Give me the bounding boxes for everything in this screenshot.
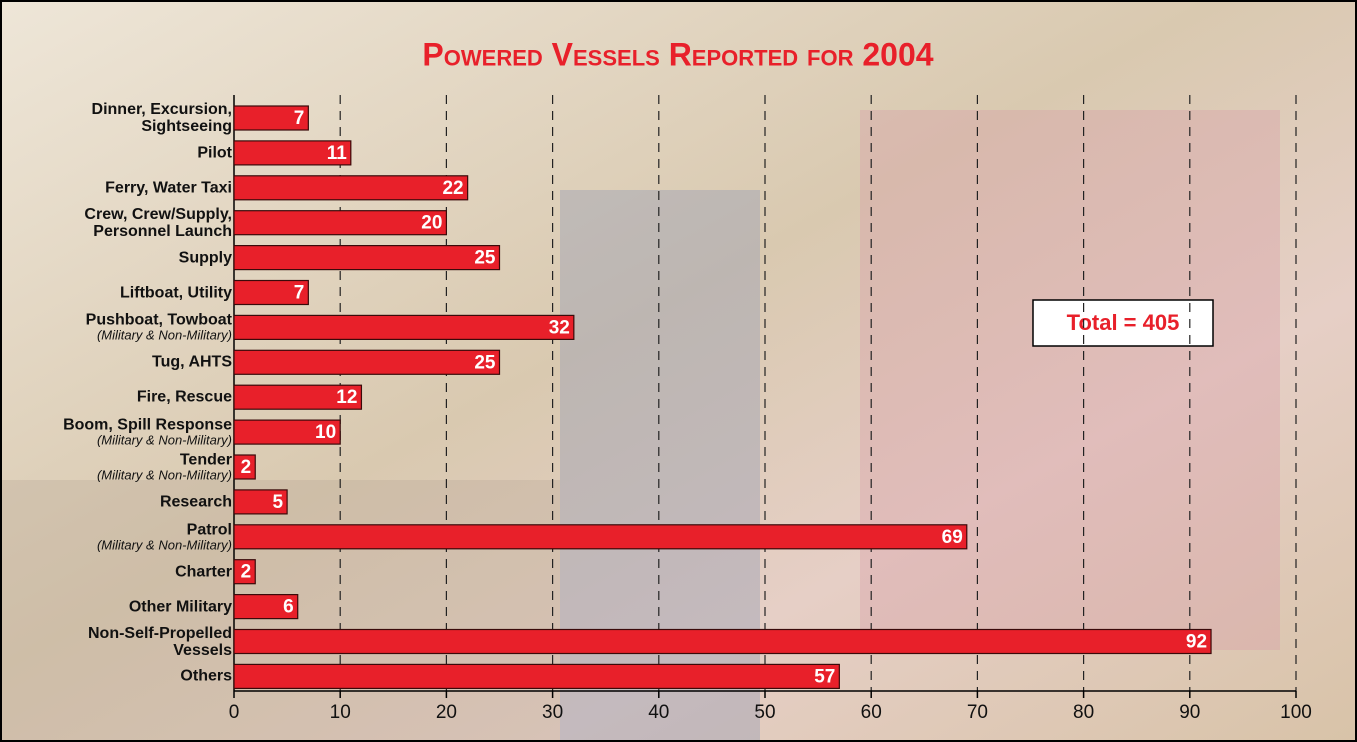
value-label: 32 xyxy=(549,317,570,338)
photo-figure xyxy=(560,190,760,742)
x-tick-label: 100 xyxy=(1280,702,1312,723)
value-label: 25 xyxy=(474,352,496,373)
category-name: Patrol xyxy=(32,521,232,538)
value-label: 12 xyxy=(336,387,357,408)
category-label: Others xyxy=(32,668,232,685)
value-label: 69 xyxy=(942,527,963,548)
category-note: (Military & Non-Military) xyxy=(32,538,232,552)
category-label: Pushboat, Towboat(Military & Non-Militar… xyxy=(32,312,232,343)
x-tick-label: 30 xyxy=(542,702,563,723)
category-name: Non-Self-Propelled Vessels xyxy=(32,625,232,659)
category-label: Non-Self-Propelled Vessels xyxy=(32,625,232,659)
value-label: 6 xyxy=(283,597,294,618)
value-label: 22 xyxy=(442,178,463,199)
x-tick-label: 0 xyxy=(229,702,240,723)
value-label: 2 xyxy=(241,562,252,583)
category-label: Supply xyxy=(32,249,232,266)
category-name: Fire, Rescue xyxy=(32,389,232,406)
value-label: 25 xyxy=(474,248,496,269)
category-name: Pilot xyxy=(32,144,232,161)
x-tick-label: 40 xyxy=(648,702,669,723)
category-name: Boom, Spill Response xyxy=(32,417,232,434)
bar xyxy=(234,176,468,200)
category-label: Patrol(Military & Non-Military) xyxy=(32,521,232,552)
x-tick-label: 70 xyxy=(967,702,988,723)
value-label: 7 xyxy=(294,283,305,304)
x-tick-label: 60 xyxy=(861,702,882,723)
value-label: 20 xyxy=(421,213,442,234)
bar xyxy=(234,315,574,339)
category-label: Crew, Crew/Supply, Personnel Launch xyxy=(32,206,232,240)
x-tick-label: 90 xyxy=(1179,702,1200,723)
x-tick-label: 10 xyxy=(330,702,351,723)
category-label: Tender(Military & Non-Military) xyxy=(32,452,232,483)
category-label: Ferry, Water Taxi xyxy=(32,179,232,196)
category-name: Pushboat, Towboat xyxy=(32,312,232,329)
category-label: Dinner, Excursion, Sightseeing xyxy=(32,101,232,135)
category-name: Other Military xyxy=(32,598,232,615)
bar xyxy=(234,350,500,374)
category-note: (Military & Non-Military) xyxy=(32,434,232,448)
bar xyxy=(234,630,1211,654)
category-name: Dinner, Excursion, Sightseeing xyxy=(32,101,232,135)
category-label: Pilot xyxy=(32,144,232,161)
category-label: Research xyxy=(32,493,232,510)
chart-title: Powered Vessels Reported for 2004 xyxy=(422,36,933,72)
bar xyxy=(234,211,446,235)
x-tick-label: 80 xyxy=(1073,702,1094,723)
category-name: Tender xyxy=(32,452,232,469)
value-label: 2 xyxy=(241,457,252,478)
category-label: Charter xyxy=(32,563,232,580)
category-label: Tug, AHTS xyxy=(32,354,232,371)
x-tick-label: 50 xyxy=(754,702,775,723)
category-name: Liftboat, Utility xyxy=(32,284,232,301)
value-label: 57 xyxy=(814,666,835,687)
category-label: Liftboat, Utility xyxy=(32,284,232,301)
category-note: (Military & Non-Military) xyxy=(32,329,232,343)
category-name: Others xyxy=(32,668,232,685)
photo-machine xyxy=(860,110,1280,650)
value-label: 11 xyxy=(327,143,348,164)
x-tick-label: 20 xyxy=(436,702,457,723)
value-label: 92 xyxy=(1186,632,1207,653)
category-label: Fire, Rescue xyxy=(32,389,232,406)
category-name: Research xyxy=(32,493,232,510)
bar xyxy=(234,246,500,270)
category-note: (Military & Non-Military) xyxy=(32,469,232,483)
value-label: 7 xyxy=(294,108,305,129)
value-label: 10 xyxy=(315,422,336,443)
category-label: Boom, Spill Response(Military & Non-Mili… xyxy=(32,417,232,448)
page: Powered Vessels Reported for 2004 Total … xyxy=(0,0,1357,742)
category-name: Tug, AHTS xyxy=(32,354,232,371)
category-name: Charter xyxy=(32,563,232,580)
value-label: 5 xyxy=(273,492,284,513)
category-name: Ferry, Water Taxi xyxy=(32,179,232,196)
category-name: Supply xyxy=(32,249,232,266)
category-label: Other Military xyxy=(32,598,232,615)
bar xyxy=(234,664,839,688)
category-name: Crew, Crew/Supply, Personnel Launch xyxy=(32,206,232,240)
bar xyxy=(234,525,967,549)
